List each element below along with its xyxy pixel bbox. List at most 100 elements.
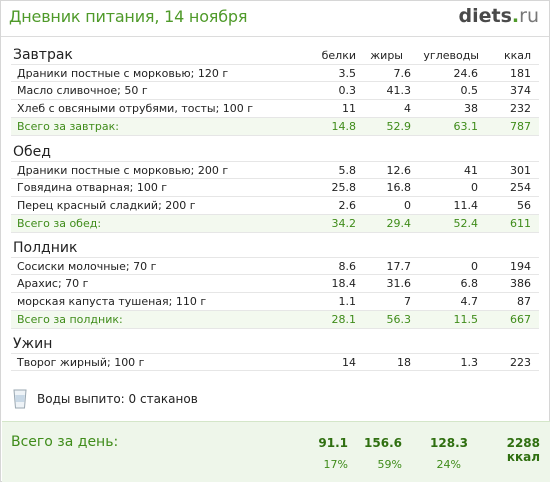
meal-title: Завтрак: [13, 47, 73, 63]
fat-value: 7.6: [393, 67, 412, 80]
carbs-value: 0: [471, 260, 478, 273]
header: Дневник питания, 14 ноября diets.ru: [1, 1, 549, 37]
meal-total-row: Всего за полдник: 28.1 56.3 11.5 667: [11, 311, 539, 329]
food-name: Творог жирный; 100 г: [17, 356, 145, 369]
meal-snack: Полдник Сосиски молочные; 70 г 8.6 17.7 …: [11, 239, 539, 329]
food-name: Перец красный сладкий; 200 г: [17, 199, 196, 212]
food-name: Хлеб с овсяными отрубями, тосты; 100 г: [17, 102, 254, 115]
protein-value: 1.1: [338, 295, 357, 308]
fat-total: 52.9: [386, 120, 412, 133]
kcal-value: 232: [510, 102, 531, 115]
page-title: Дневник питания, 14 ноября: [9, 7, 248, 26]
total-label: Всего за завтрак:: [17, 120, 120, 133]
kcal-total: 611: [510, 217, 531, 230]
table-row: Хлеб с овсяными отрубями, тосты; 100 г 1…: [11, 100, 539, 118]
day-fat-pct: 59%: [377, 458, 402, 471]
meal-breakfast: Завтрак Драники постные с морковью; 120 …: [11, 46, 539, 136]
fat-value: 0: [404, 199, 411, 212]
kcal-value: 254: [510, 181, 531, 194]
col-header-kcal: ккал: [503, 49, 531, 62]
food-name: Масло сливочное; 50 г: [17, 84, 148, 97]
day-carbs-pct: 24%: [436, 458, 461, 471]
diets-logo[interactable]: diets.ru: [459, 5, 539, 27]
col-header-protein: белки: [321, 49, 356, 62]
fat-value: 16.8: [386, 181, 412, 194]
kcal-value: 87: [517, 295, 531, 308]
protein-total: 14.8: [331, 120, 357, 133]
protein-value: 3.5: [338, 67, 357, 80]
fat-value: 4: [404, 102, 411, 115]
kcal-value: 301: [510, 164, 531, 177]
carbs-total: 63.1: [453, 120, 479, 133]
day-total-label: Всего за день:: [11, 434, 119, 450]
fat-total: 56.3: [386, 313, 412, 326]
fat-value: 7: [404, 295, 411, 308]
carbs-value: 38: [464, 102, 478, 115]
carbs-value: 6.8: [460, 277, 479, 290]
col-header-fat: жиры: [370, 49, 403, 62]
table-row: Творог жирный; 100 г 14 18 1.3 223: [11, 353, 539, 371]
kcal-total: 667: [510, 313, 531, 326]
protein-value: 0.3: [338, 84, 357, 97]
col-header-carbs: углеводы: [423, 49, 479, 62]
day-fat: 156.6: [364, 436, 402, 450]
meal-title: Полдник: [13, 240, 78, 256]
day-kcal: 2288 ккал: [506, 436, 540, 464]
carbs-value: 1.3: [460, 356, 479, 369]
table-row: Говядина отварная; 100 г 25.8 16.8 0 254: [11, 179, 539, 197]
table-row: Перец красный сладкий; 200 г 2.6 0 11.4 …: [11, 197, 539, 215]
protein-value: 5.8: [338, 164, 357, 177]
protein-total: 34.2: [331, 217, 357, 230]
day-summary: Всего за день: 91.1 156.6 128.3 2288 кка…: [2, 421, 550, 482]
protein-value: 25.8: [331, 181, 357, 194]
food-name: Сосиски молочные; 70 г: [17, 260, 157, 273]
kcal-value: 386: [510, 277, 531, 290]
food-name: Арахис; 70 г: [17, 277, 89, 290]
meal-total-row: Всего за обед: 34.2 29.4 52.4 611: [11, 215, 539, 233]
protein-value: 2.6: [338, 199, 357, 212]
kcal-value: 223: [510, 356, 531, 369]
fat-total: 29.4: [386, 217, 412, 230]
water-intake: Воды выпито: 0 стаканов: [13, 387, 313, 413]
fat-value: 18: [397, 356, 411, 369]
water-label: Воды выпито: 0 стаканов: [37, 392, 198, 406]
food-name: Драники постные с морковью; 200 г: [17, 164, 229, 177]
meal-title: Обед: [13, 144, 51, 160]
logo-dot: .: [511, 5, 520, 27]
total-label: Всего за полдник:: [17, 313, 123, 326]
logo-main: diets: [458, 5, 512, 27]
table-row: Драники постные с морковью; 120 г 3.5 7.…: [11, 64, 539, 82]
logo-tld: ru: [519, 5, 539, 27]
table-row: Драники постные с морковью; 200 г 5.8 12…: [11, 161, 539, 179]
kcal-total: 787: [510, 120, 531, 133]
fat-value: 41.3: [386, 84, 412, 97]
carbs-total: 11.5: [453, 313, 479, 326]
table-row: Масло сливочное; 50 г 0.3 41.3 0.5 374: [11, 82, 539, 100]
meal-lunch: Обед Драники постные с морковью; 200 г 5…: [11, 143, 539, 233]
fat-value: 31.6: [386, 277, 412, 290]
kcal-value: 194: [510, 260, 531, 273]
carbs-total: 52.4: [453, 217, 479, 230]
kcal-value: 181: [510, 67, 531, 80]
carbs-value: 41: [464, 164, 478, 177]
kcal-value: 374: [510, 84, 531, 97]
food-name: морская капуста тушеная; 110 г: [17, 295, 207, 308]
table-row: морская капуста тушеная; 110 г 1.1 7 4.7…: [11, 293, 539, 311]
protein-total: 28.1: [331, 313, 357, 326]
table-row: Арахис; 70 г 18.4 31.6 6.8 386: [11, 275, 539, 293]
carbs-value: 0.5: [460, 84, 479, 97]
protein-value: 11: [342, 102, 356, 115]
protein-value: 18.4: [331, 277, 357, 290]
glass-icon: [13, 389, 27, 409]
meal-dinner: Ужин Творог жирный; 100 г 14 18 1.3 223: [11, 335, 539, 371]
protein-value: 8.6: [338, 260, 357, 273]
carbs-value: 24.6: [453, 67, 479, 80]
fat-value: 17.7: [386, 260, 412, 273]
meal-total-row: Всего за завтрак: 14.8 52.9 63.1 787: [11, 118, 539, 136]
day-protein: 91.1: [318, 436, 348, 450]
table-row: Сосиски молочные; 70 г 8.6 17.7 0 194: [11, 257, 539, 275]
total-label: Всего за обед:: [17, 217, 102, 230]
day-carbs: 128.3: [430, 436, 468, 450]
kcal-value: 56: [517, 199, 531, 212]
